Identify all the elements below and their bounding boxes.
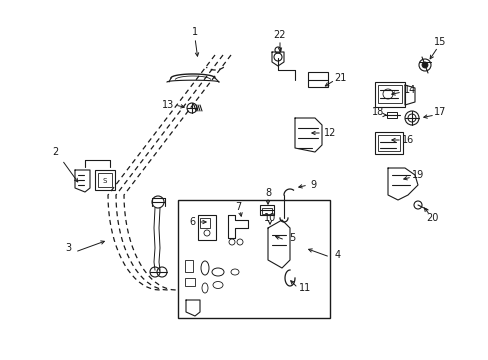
Bar bbox=[95, 170, 115, 190]
Bar bbox=[178, 200, 329, 318]
Text: 7: 7 bbox=[234, 202, 241, 212]
Text: 9: 9 bbox=[309, 180, 315, 190]
Text: 20: 20 bbox=[425, 213, 437, 223]
Bar bbox=[200, 218, 209, 228]
Text: 11: 11 bbox=[298, 283, 310, 293]
Text: 13: 13 bbox=[162, 100, 174, 110]
Bar bbox=[377, 85, 401, 103]
Text: 21: 21 bbox=[333, 73, 346, 83]
Text: 18: 18 bbox=[371, 107, 384, 117]
Bar bbox=[98, 173, 112, 187]
Text: 1: 1 bbox=[192, 27, 198, 37]
Text: 6: 6 bbox=[188, 217, 195, 227]
Text: 5: 5 bbox=[288, 233, 295, 243]
Bar bbox=[198, 215, 216, 240]
Bar bbox=[374, 132, 402, 154]
Text: 8: 8 bbox=[264, 188, 270, 198]
Text: 2: 2 bbox=[52, 147, 58, 157]
Bar bbox=[262, 208, 271, 214]
Text: 17: 17 bbox=[433, 107, 445, 117]
Bar bbox=[377, 135, 399, 151]
Text: 22: 22 bbox=[273, 30, 285, 40]
Circle shape bbox=[421, 62, 427, 68]
Bar bbox=[184, 278, 195, 286]
Text: 19: 19 bbox=[411, 170, 423, 180]
Text: S: S bbox=[102, 178, 107, 184]
Bar bbox=[374, 82, 404, 107]
Text: 10: 10 bbox=[264, 213, 276, 223]
Text: 14: 14 bbox=[403, 85, 415, 95]
Text: 16: 16 bbox=[401, 135, 413, 145]
Text: 4: 4 bbox=[334, 250, 340, 260]
Bar bbox=[184, 260, 193, 272]
Text: 15: 15 bbox=[433, 37, 445, 47]
Text: 12: 12 bbox=[323, 128, 336, 138]
Bar bbox=[386, 112, 396, 118]
Bar bbox=[260, 205, 273, 215]
Text: 3: 3 bbox=[65, 243, 71, 253]
Bar bbox=[307, 72, 327, 87]
